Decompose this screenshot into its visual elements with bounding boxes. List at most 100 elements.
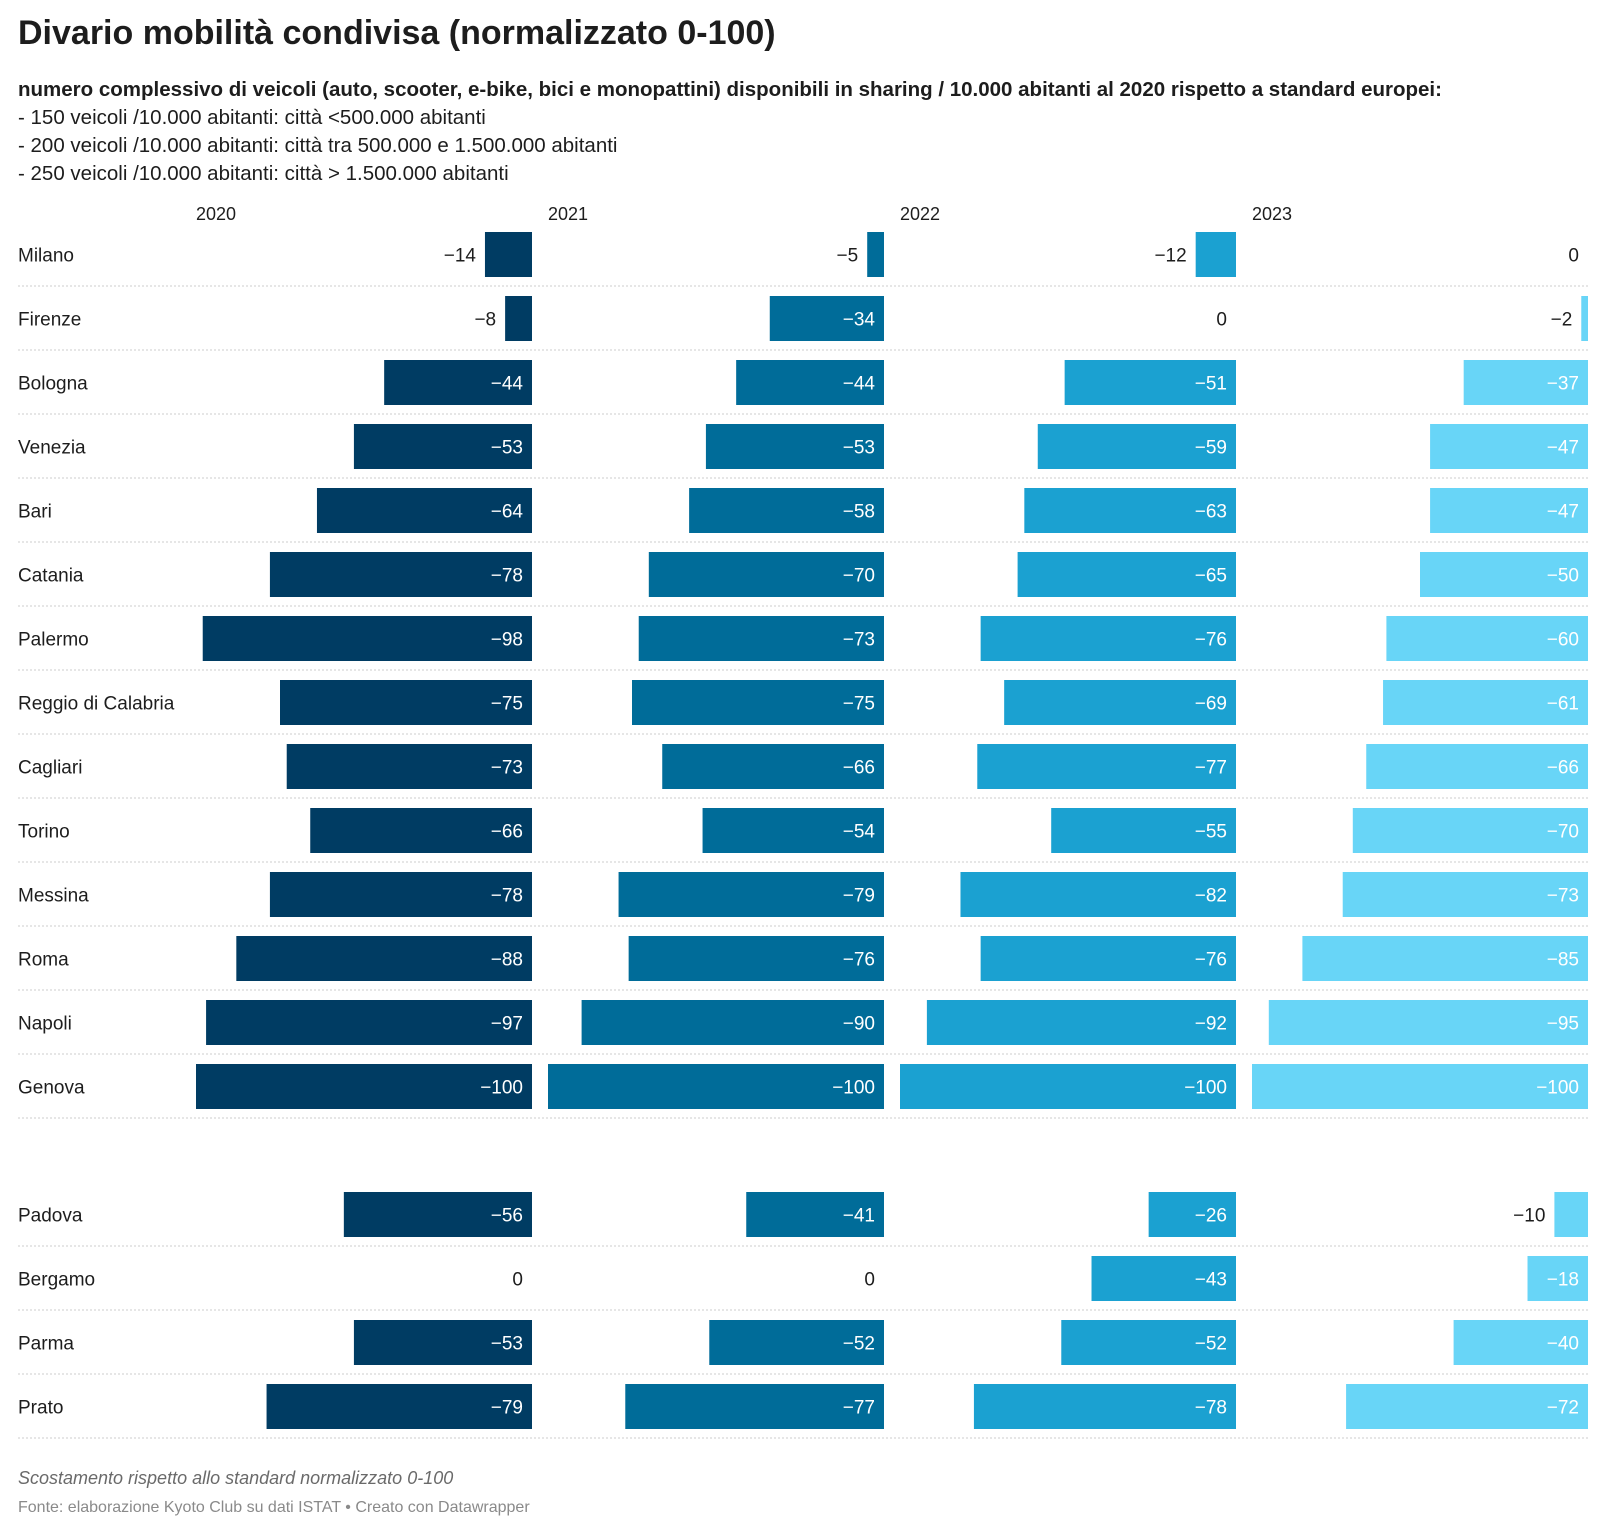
bar-value-label: −73 (491, 758, 523, 779)
bar-value-label: −66 (843, 758, 875, 779)
bar-chart: 2020 2021 2022 2023 Milano −14 −5 −12 0 Firenze −8… (18, 204, 1588, 1439)
subtitle-line: - 150 veicoli /10.000 abitanti: città <5… (18, 106, 486, 129)
bar-value-label: −5 (837, 246, 859, 267)
bar-value-label: −78 (1195, 1398, 1227, 1419)
bar (1091, 1256, 1236, 1301)
bar (1195, 232, 1236, 277)
bar (1430, 488, 1588, 533)
bar (286, 744, 532, 789)
bar-value-label: −53 (491, 438, 523, 459)
bar-value-label: −58 (843, 502, 875, 523)
bar-value-label: −82 (1195, 886, 1227, 907)
bar-value-label: −79 (491, 1398, 523, 1419)
bar-value-label: −47 (1547, 438, 1579, 459)
bar-value-label: −40 (1547, 1334, 1579, 1355)
bar-value-label: −8 (474, 310, 496, 331)
bar (867, 232, 884, 277)
bar-value-label: −76 (843, 950, 875, 971)
bar-value-label: −78 (491, 566, 523, 587)
bar-value-label: −41 (843, 1206, 875, 1227)
bar-value-label: −52 (843, 1334, 875, 1355)
bar (638, 616, 884, 661)
bar-value-label: −70 (1547, 822, 1579, 843)
bar-value-label: −34 (843, 310, 876, 331)
bar (618, 872, 884, 917)
bar-value-label: −50 (1547, 566, 1579, 587)
bar-value-label: −73 (1547, 886, 1579, 907)
bar (1366, 744, 1588, 789)
row-label: Padova (18, 1206, 83, 1227)
bar-value-label: −56 (491, 1206, 523, 1227)
bar (625, 1384, 884, 1429)
bar-value-label: −14 (444, 246, 477, 267)
bar (1420, 552, 1588, 597)
bar-value-label: −98 (491, 630, 523, 651)
bar (280, 680, 532, 725)
row-label: Palermo (18, 630, 89, 651)
bar-value-label: 0 (864, 1270, 875, 1291)
bar-value-label: −72 (1547, 1398, 1579, 1419)
row-label: Cagliari (18, 758, 82, 779)
bar (1352, 808, 1588, 853)
bar (196, 1064, 532, 1109)
row-label: Reggio di Calabria (18, 694, 175, 715)
bar (353, 424, 532, 469)
bar (736, 360, 884, 405)
bar (1061, 1320, 1236, 1365)
bar (202, 616, 532, 661)
bar (1346, 1384, 1588, 1429)
bar-value-label: −53 (491, 1334, 523, 1355)
row-label: Venezia (18, 438, 86, 459)
bar-value-label: −75 (491, 694, 523, 715)
bar (1430, 424, 1588, 469)
bar (1342, 872, 1588, 917)
bar (269, 552, 532, 597)
bar-value-label: −54 (843, 822, 876, 843)
bar (977, 744, 1236, 789)
bar (1252, 1064, 1588, 1109)
bar (1037, 424, 1236, 469)
bar (980, 616, 1236, 661)
bar (236, 936, 532, 981)
bar (1024, 488, 1236, 533)
bar-value-label: −100 (480, 1078, 523, 1099)
bar (1554, 1192, 1588, 1237)
bar (632, 680, 884, 725)
bar (1268, 1000, 1588, 1045)
bar (689, 488, 884, 533)
bar (269, 872, 532, 917)
bar-value-label: −77 (1195, 758, 1227, 779)
bar-value-label: −79 (843, 886, 875, 907)
bar-value-label: −75 (843, 694, 875, 715)
bar (1527, 1256, 1588, 1301)
row-label: Catania (18, 566, 84, 587)
subtitle-lead: numero complessivo di veicoli (auto, sco… (18, 78, 1442, 101)
bar (1453, 1320, 1588, 1365)
column-header: 2020 (196, 204, 236, 224)
row-label: Genova (18, 1078, 85, 1099)
bar (705, 424, 884, 469)
bar-value-label: −100 (1184, 1078, 1227, 1099)
row-label: Prato (18, 1398, 63, 1419)
bar (900, 1064, 1236, 1109)
bar-value-label: −85 (1547, 950, 1579, 971)
chart-source: Fonte: elaborazione Kyoto Club su dati I… (18, 1499, 530, 1516)
bar (960, 872, 1236, 917)
bar-value-label: −44 (843, 374, 876, 395)
bar-value-label: −2 (1551, 310, 1573, 331)
bar-value-label: −78 (491, 886, 523, 907)
bar-value-label: −64 (491, 502, 524, 523)
bar-value-label: −18 (1547, 1270, 1579, 1291)
bar-value-label: −12 (1154, 246, 1186, 267)
bar-value-label: −65 (1195, 566, 1227, 587)
bar-value-label: −59 (1195, 438, 1227, 459)
row-label: Torino (18, 822, 70, 843)
bar (746, 1192, 884, 1237)
bar-value-label: −70 (843, 566, 875, 587)
bar-value-label: −66 (491, 822, 523, 843)
bar (980, 936, 1236, 981)
bar (662, 744, 884, 789)
bar (310, 808, 532, 853)
row-label: Messina (18, 886, 89, 907)
bar-value-label: −66 (1547, 758, 1579, 779)
